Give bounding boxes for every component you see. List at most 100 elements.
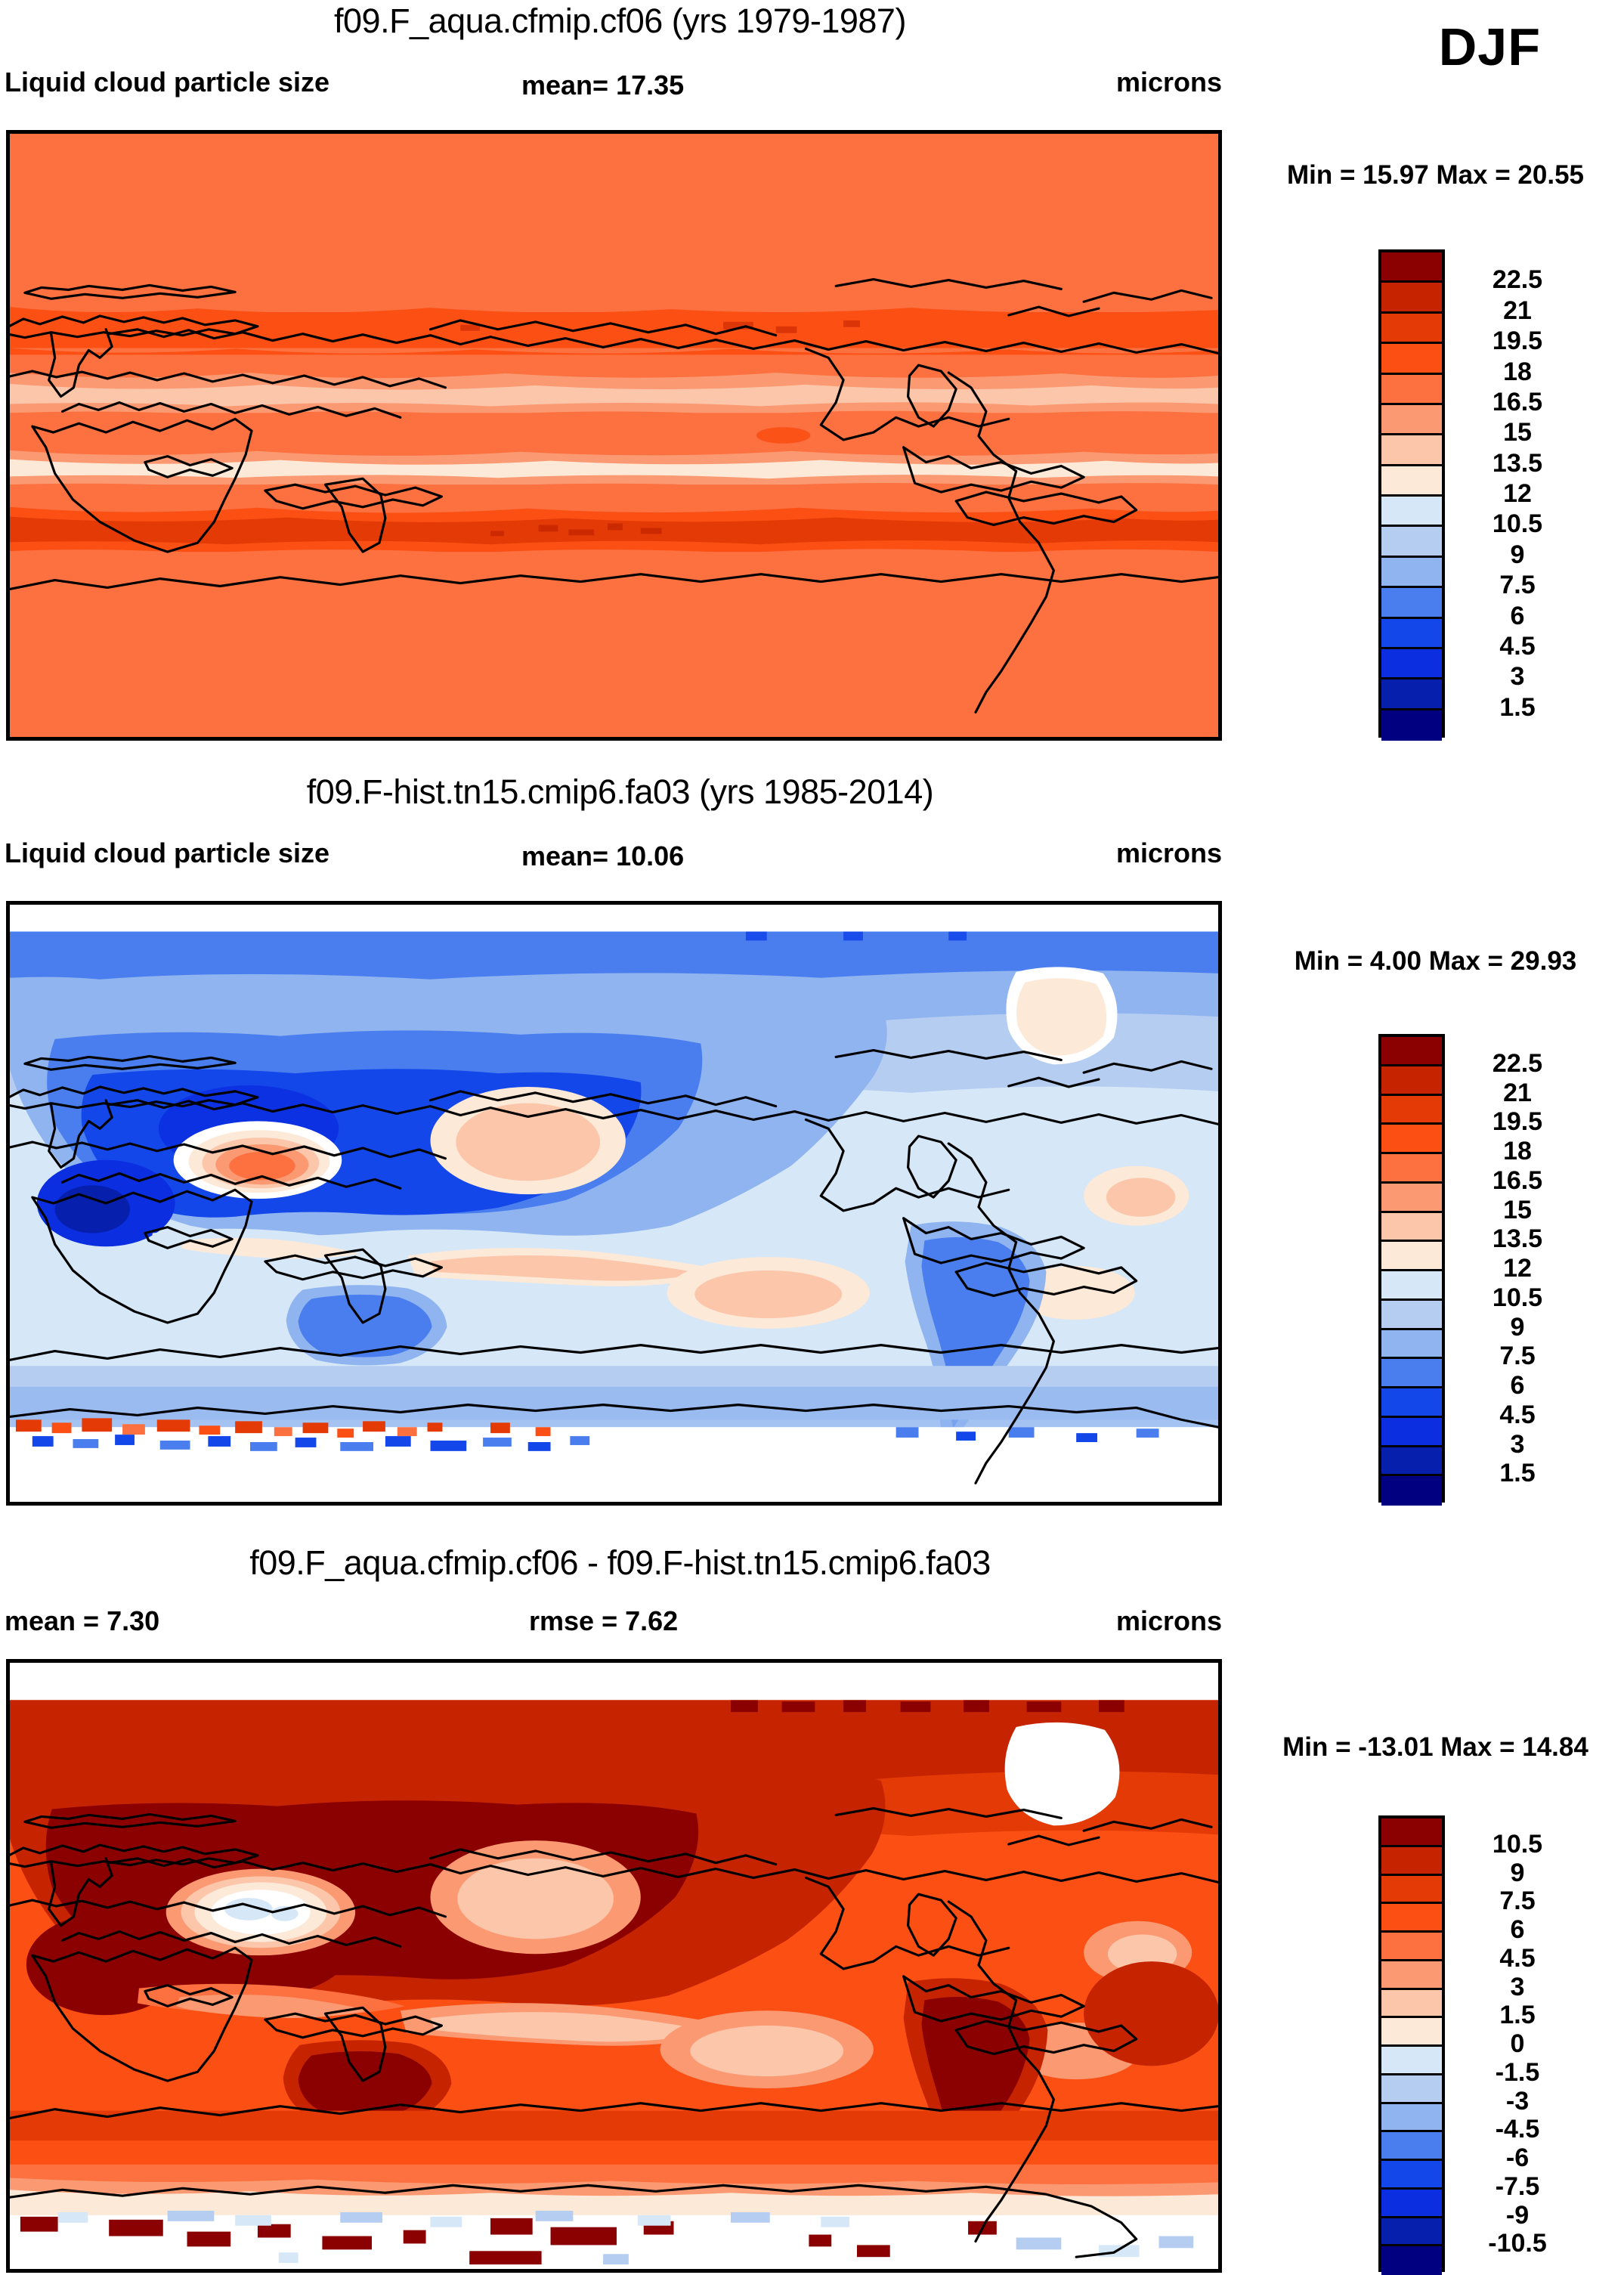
colorbar-tick-label: 16.5 (1492, 1165, 1543, 1195)
colorbar-tick-label: 9 (1510, 540, 1525, 569)
panel-2-minmax-label: Min = 4.00 Max = 29.93 (1294, 946, 1577, 976)
colorbar-tick-label: -4.5 (1495, 2115, 1540, 2144)
colorbar-swatch (1381, 1476, 1442, 1506)
colorbar-swatch (1381, 466, 1442, 497)
colorbar-tick-label: 10.5 (1492, 1829, 1543, 1859)
colorbar-tick-label: -10.5 (1488, 2229, 1547, 2258)
panel-1-coastlines (10, 278, 1218, 713)
colorbar-tick-label: 4.5 (1499, 631, 1536, 661)
colorbar-tick-label: 12 (1503, 479, 1532, 508)
colorbar-tick-label: 21 (1503, 1078, 1532, 1107)
panel-1-map-svg (10, 134, 1218, 737)
colorbar-tick-label: 1.5 (1499, 1459, 1536, 1488)
colorbar-tick-label: 3 (1510, 1429, 1525, 1459)
colorbar-swatch (1381, 1818, 1442, 1847)
colorbar-tick-label: 13.5 (1492, 448, 1543, 478)
colorbar-swatch (1381, 2132, 1442, 2161)
colorbar-swatch (1381, 1125, 1442, 1154)
colorbar-tick-label: 10.5 (1492, 509, 1543, 539)
colorbar-swatch (1381, 618, 1442, 649)
colorbar-tick-label: 19.5 (1492, 327, 1543, 356)
colorbar-tick-label: 18 (1503, 357, 1532, 386)
colorbar-tick-label: 21 (1503, 296, 1532, 325)
colorbar-swatch (1381, 1037, 1442, 1066)
panel-2-field (10, 905, 1218, 1502)
panel-1-colorbar: 22.5 21 19.5 18 16.5 15 13.5 12 10.5 9 7.5 6 4.5 3 1.5 (1378, 249, 1605, 741)
colorbar-tick-label: -6 (1505, 2143, 1530, 2172)
panel-2-colorbar-strip (1378, 1034, 1445, 1506)
panel-3-antarctic-speckle (20, 2210, 1194, 2265)
panel-2-variable-label: Liquid cloud particle size (5, 837, 330, 868)
panel-3-units-label: microns (1115, 1605, 1222, 1636)
colorbar-swatch (1381, 648, 1442, 680)
panel-3-rmse-label: rmse = 7.62 (529, 1605, 679, 1636)
colorbar-tick-label: 15 (1503, 418, 1532, 447)
panel-2-map (6, 901, 1222, 1506)
panel-3-colorbar-strip (1378, 1815, 1445, 2275)
colorbar-swatch (1381, 588, 1442, 619)
colorbar-swatch (1381, 1447, 1442, 1477)
colorbar-tick-label: 9 (1510, 1312, 1525, 1342)
colorbar-swatch (1381, 435, 1442, 466)
colorbar-swatch (1381, 527, 1442, 558)
colorbar-swatch (1381, 2018, 1442, 2047)
colorbar-swatch (1381, 1212, 1442, 1243)
colorbar-swatch (1381, 1989, 1442, 2019)
panel-1-units-label: microns (1115, 67, 1222, 98)
colorbar-swatch (1381, 1904, 1442, 1933)
colorbar-tick-label: -7.5 (1495, 2171, 1540, 2201)
colorbar-tick-label: 4.5 (1499, 1400, 1536, 1429)
colorbar-swatch (1381, 1329, 1442, 1360)
colorbar-swatch (1381, 557, 1442, 589)
colorbar-tick-label: 0 (1510, 2029, 1525, 2058)
colorbar-swatch (1381, 1271, 1442, 1301)
colorbar-tick-label: 16.5 (1492, 387, 1543, 416)
panel-1-zonal-bands (10, 134, 1218, 737)
colorbar-swatch (1381, 679, 1442, 710)
colorbar-swatch (1381, 1846, 1442, 1876)
colorbar-swatch (1381, 2161, 1442, 2190)
panel-3-map-svg (10, 1663, 1218, 2269)
season-label: DJF (1438, 17, 1541, 76)
colorbar-swatch (1381, 1095, 1442, 1125)
colorbar-swatch (1381, 1875, 1442, 1905)
panel-3-minmax-label: Min = -13.01 Max = 14.84 (1282, 1732, 1588, 1762)
colorbar-swatch (1381, 1961, 1442, 1990)
colorbar-swatch (1381, 2189, 1442, 2218)
colorbar-tick-label: -1.5 (1495, 2057, 1540, 2087)
colorbar-swatch (1381, 404, 1442, 436)
colorbar-tick-label: 13.5 (1492, 1224, 1543, 1254)
colorbar-tick-label: -9 (1505, 2200, 1530, 2230)
colorbar-swatch (1381, 1417, 1442, 1447)
colorbar-swatch (1381, 374, 1442, 405)
panel-1-title: f09.F_aqua.cfmip.cf06 (yrs 1979-1987) (334, 2, 906, 40)
colorbar-tick-label: 7.5 (1499, 1342, 1536, 1371)
panel-2-mean-label: mean= 10.06 (521, 840, 685, 871)
panel-3-title: f09.F_aqua.cfmip.cf06 - f09.F-hist.tn15.… (249, 1543, 991, 1582)
panel-2-map-svg (10, 905, 1218, 1502)
colorbar-tick-label: 3 (1510, 1972, 1525, 2001)
colorbar-tick-label: 7.5 (1499, 571, 1536, 600)
panel-3-arctic-speckle (731, 1700, 1124, 1713)
colorbar-tick-label: -3 (1505, 2086, 1530, 2116)
colorbar-tick-label: 4.5 (1499, 1943, 1536, 1973)
colorbar-swatch (1381, 1242, 1442, 1271)
colorbar-tick-label: 22.5 (1492, 265, 1543, 295)
panel-3-map (6, 1659, 1222, 2273)
colorbar-swatch (1381, 1300, 1442, 1330)
panel-3-field (10, 1663, 1218, 2269)
colorbar-tick-label: 6 (1510, 601, 1525, 630)
colorbar-swatch (1381, 313, 1442, 345)
colorbar-tick-label: 19.5 (1492, 1107, 1543, 1137)
colorbar-swatch (1381, 252, 1442, 283)
colorbar-tick-label: 6 (1510, 1371, 1525, 1400)
colorbar-tick-label: 15 (1503, 1195, 1532, 1224)
colorbar-tick-label: 22.5 (1492, 1048, 1543, 1078)
colorbar-swatch (1381, 1183, 1442, 1213)
colorbar-swatch (1381, 1388, 1442, 1418)
panel-1-colorbar-strip (1378, 249, 1445, 741)
panel-2-antarctic-speckle (15, 1418, 1159, 1451)
panel-1-variable-label: Liquid cloud particle size (5, 67, 330, 98)
colorbar-swatch (1381, 344, 1442, 375)
colorbar-tick-label: 6 (1510, 1915, 1525, 1944)
